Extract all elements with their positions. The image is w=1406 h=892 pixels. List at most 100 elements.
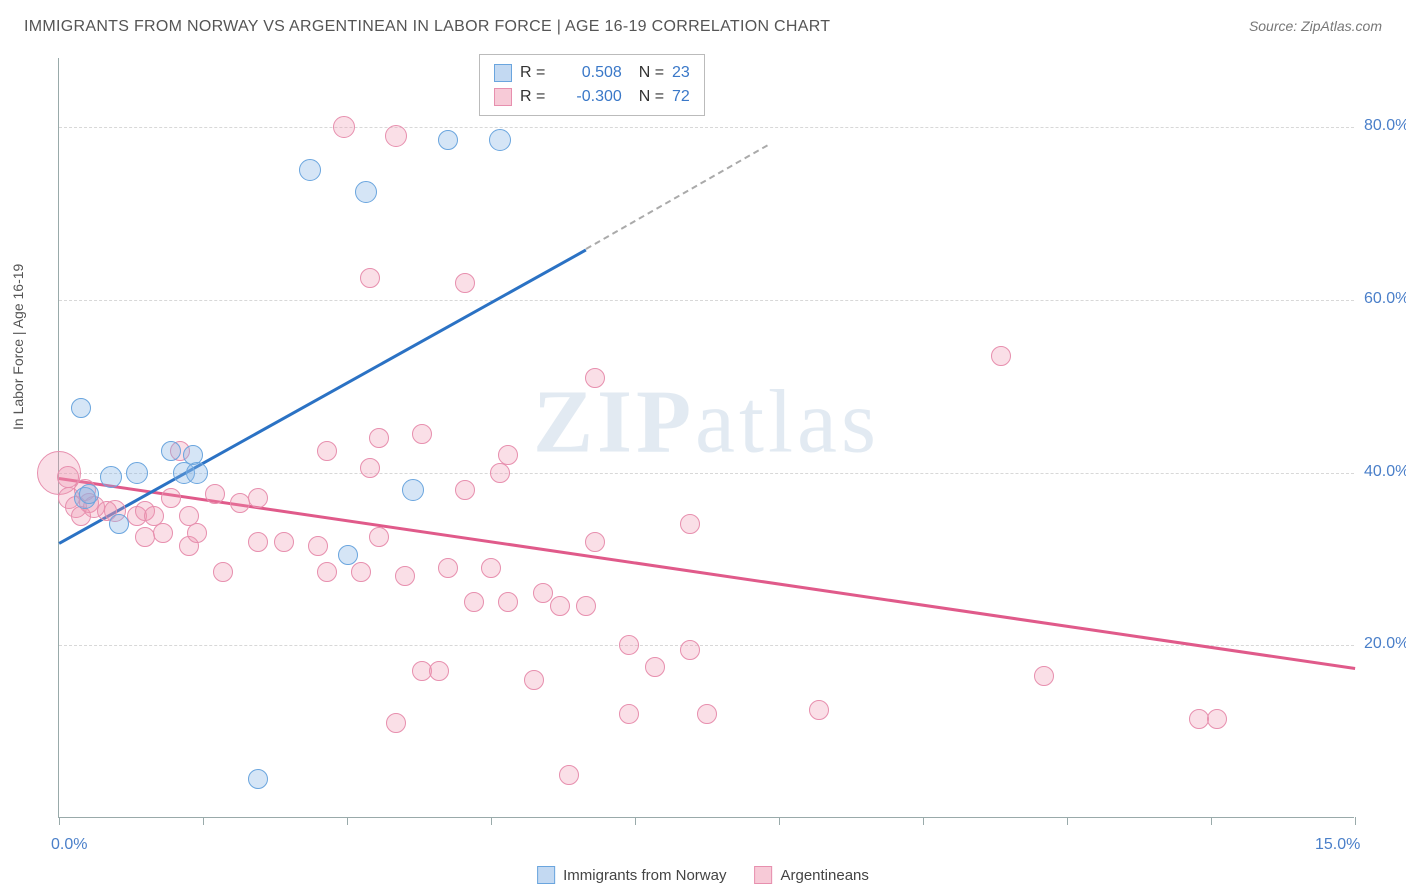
y-tick-label: 60.0% — [1364, 290, 1406, 308]
data-point — [645, 657, 665, 677]
data-point — [680, 640, 700, 660]
stats-row-pink: R = -0.300 N = 72 — [494, 85, 690, 109]
data-point — [395, 566, 415, 586]
data-point — [79, 484, 99, 504]
data-point — [213, 562, 233, 582]
data-point — [412, 424, 432, 444]
data-point — [360, 268, 380, 288]
data-point — [248, 769, 268, 789]
x-axis-label: 0.0% — [51, 836, 87, 854]
series-legend: Immigrants from Norway Argentineans — [537, 866, 869, 884]
data-point — [1034, 666, 1054, 686]
x-tick — [1355, 817, 1356, 825]
data-point — [100, 466, 122, 488]
data-point — [248, 488, 268, 508]
data-point — [71, 398, 91, 418]
y-tick-label: 20.0% — [1364, 635, 1406, 653]
n-value-blue: 23 — [672, 61, 690, 85]
data-point — [524, 670, 544, 690]
x-tick — [1067, 817, 1068, 825]
data-point — [161, 488, 181, 508]
source-label: Source: ZipAtlas.com — [1249, 18, 1382, 34]
x-tick — [779, 817, 780, 825]
data-point — [489, 129, 511, 151]
data-point — [402, 479, 424, 501]
data-point — [991, 346, 1011, 366]
data-point — [369, 527, 389, 547]
trend-line — [58, 248, 586, 544]
data-point — [126, 462, 148, 484]
data-point — [338, 545, 358, 565]
x-tick — [491, 817, 492, 825]
data-point — [109, 514, 129, 534]
swatch-blue-icon — [494, 64, 512, 82]
y-axis-label: In Labor Force | Age 16-19 — [10, 264, 26, 430]
data-point — [533, 583, 553, 603]
data-point — [248, 532, 268, 552]
stat-label: R = — [520, 85, 550, 109]
data-point — [559, 765, 579, 785]
trend-line — [586, 145, 768, 250]
x-tick — [1211, 817, 1212, 825]
x-tick — [203, 817, 204, 825]
y-tick-label: 80.0% — [1364, 117, 1406, 135]
legend-item-blue: Immigrants from Norway — [537, 866, 726, 884]
data-point — [585, 368, 605, 388]
data-point — [455, 480, 475, 500]
x-tick — [635, 817, 636, 825]
data-point — [386, 713, 406, 733]
legend-item-pink: Argentineans — [754, 866, 868, 884]
data-point — [585, 532, 605, 552]
data-point — [186, 462, 208, 484]
gridline — [59, 473, 1354, 474]
stats-legend: R = 0.508 N = 23 R = -0.300 N = 72 — [479, 54, 705, 116]
data-point — [481, 558, 501, 578]
data-point — [438, 130, 458, 150]
stat-label: N = — [630, 61, 664, 85]
data-point — [490, 463, 510, 483]
data-point — [333, 116, 355, 138]
gridline — [59, 300, 1354, 301]
data-point — [153, 523, 173, 543]
data-point — [187, 523, 207, 543]
swatch-pink-icon — [754, 866, 772, 884]
stat-label: R = — [520, 61, 550, 85]
x-tick — [59, 817, 60, 825]
gridline — [59, 645, 1354, 646]
x-tick — [923, 817, 924, 825]
data-point — [385, 125, 407, 147]
chart-title: IMMIGRANTS FROM NORWAY VS ARGENTINEAN IN… — [24, 18, 830, 36]
data-point — [369, 428, 389, 448]
x-axis-label: 15.0% — [1315, 836, 1360, 854]
legend-label-pink: Argentineans — [780, 867, 868, 884]
r-value-pink: -0.300 — [558, 85, 622, 109]
data-point — [299, 159, 321, 181]
data-point — [161, 441, 181, 461]
watermark: ZIPatlas — [533, 371, 880, 474]
n-value-pink: 72 — [672, 85, 690, 109]
data-point — [619, 704, 639, 724]
data-point — [550, 596, 570, 616]
stats-row-blue: R = 0.508 N = 23 — [494, 61, 690, 85]
swatch-pink-icon — [494, 88, 512, 106]
data-point — [355, 181, 377, 203]
data-point — [360, 458, 380, 478]
data-point — [576, 596, 596, 616]
data-point — [438, 558, 458, 578]
x-tick — [347, 817, 348, 825]
data-point — [429, 661, 449, 681]
data-point — [274, 532, 294, 552]
data-point — [809, 700, 829, 720]
data-point — [205, 484, 225, 504]
data-point — [1207, 709, 1227, 729]
data-point — [619, 635, 639, 655]
data-point — [697, 704, 717, 724]
plot-area: ZIPatlas R = 0.508 N = 23 R = -0.300 N =… — [58, 58, 1354, 818]
data-point — [317, 441, 337, 461]
data-point — [317, 562, 337, 582]
data-point — [351, 562, 371, 582]
gridline — [59, 127, 1354, 128]
data-point — [464, 592, 484, 612]
r-value-blue: 0.508 — [558, 61, 622, 85]
data-point — [498, 592, 518, 612]
